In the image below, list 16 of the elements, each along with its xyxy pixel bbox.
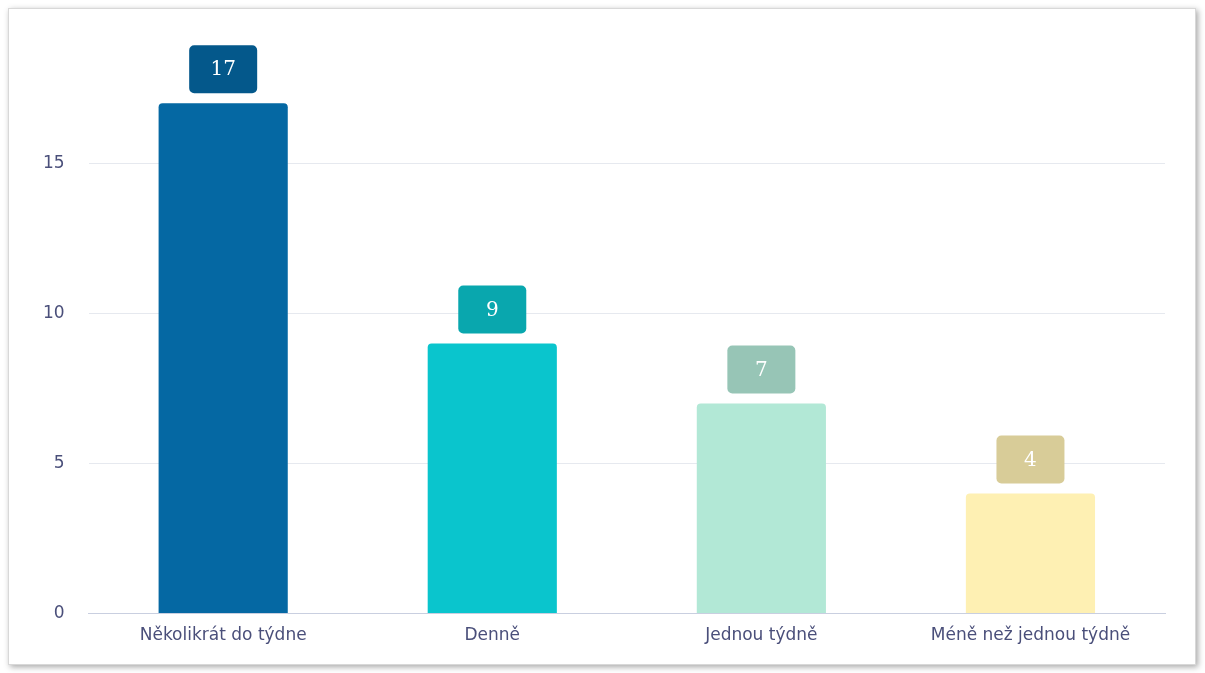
y-tick-label: 10	[42, 301, 65, 322]
x-tick-label: Několikrát do týdne	[139, 624, 307, 645]
y-tick-label: 15	[42, 151, 65, 172]
x-tick-label: Jednou týdně	[704, 624, 818, 645]
x-tick-label: Denně	[464, 624, 521, 645]
x-tick-label: Méně než jednou týdně	[930, 624, 1131, 645]
data-label: 4	[1024, 446, 1037, 471]
data-label: 7	[754, 356, 768, 381]
bar	[427, 343, 557, 614]
bar	[965, 493, 1096, 614]
bar	[158, 103, 288, 614]
data-label: 17	[210, 56, 236, 81]
data-label: 9	[485, 296, 499, 321]
y-tick-label: 5	[53, 451, 65, 472]
y-tick-label: 0	[53, 602, 65, 623]
bar	[696, 403, 826, 614]
